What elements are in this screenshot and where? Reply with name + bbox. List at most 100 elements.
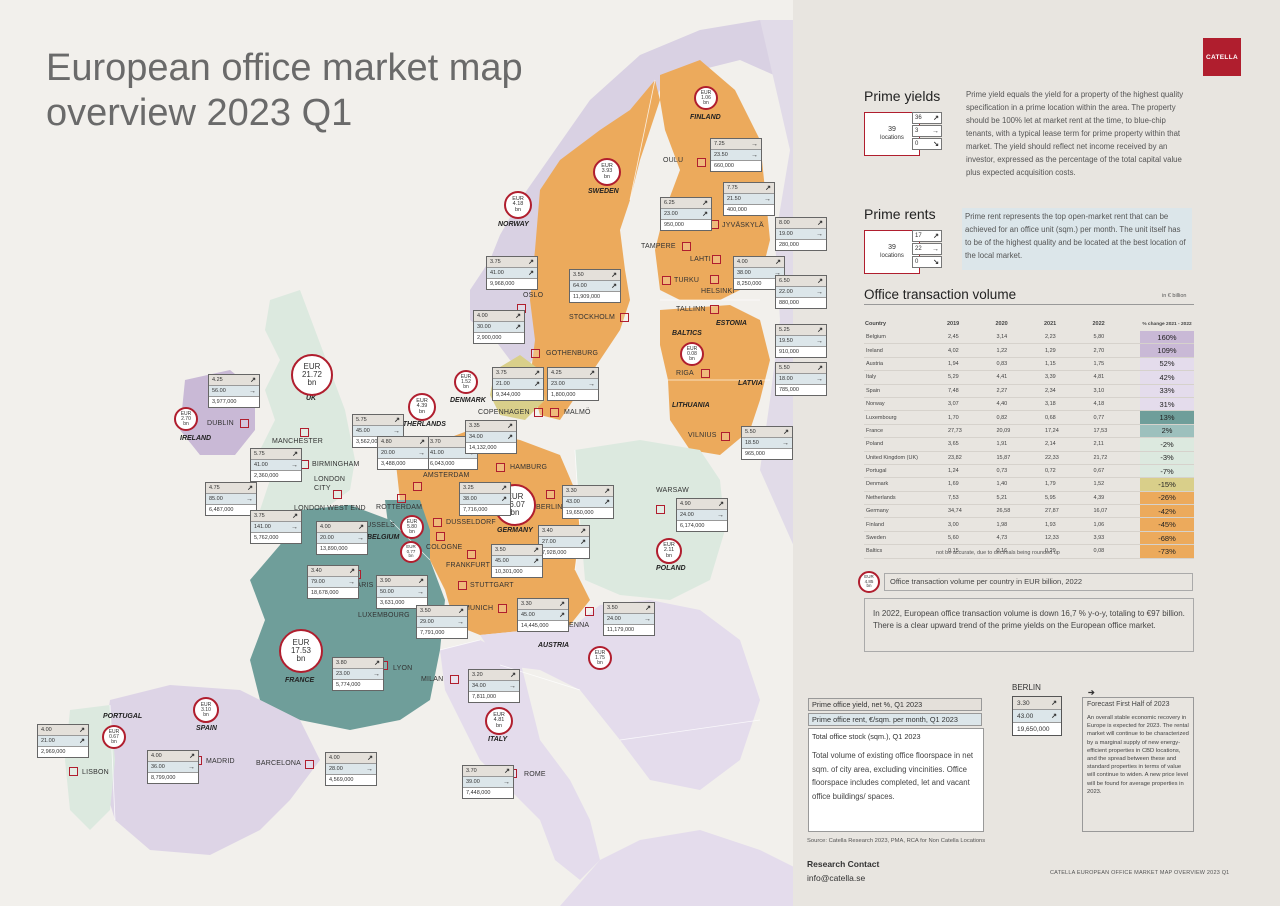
- city-marker-vienna[interactable]: [585, 607, 594, 616]
- city-label-amsterdam: AMSTERDAM: [423, 472, 470, 479]
- city-marker-rotterdam[interactable]: [397, 494, 406, 503]
- city-marker-milan[interactable]: [450, 675, 459, 684]
- city-marker-munich[interactable]: [498, 604, 507, 613]
- city-data-box: 3.50 ↗ 24.00 → 11,179,000: [603, 602, 655, 636]
- europe-map: [65, 20, 800, 906]
- volume-bubble-luxembourg: EUR 0.77 bn: [400, 541, 422, 563]
- city-data-box: 4.00 ↗ 30.00 ↗ 2,900,000: [473, 310, 525, 344]
- city-label-frankfurt: FRANKFURT: [446, 562, 491, 569]
- city-label-helsinki: HELSINKI: [701, 288, 735, 295]
- city-label-berlin: BERLIN: [536, 504, 563, 511]
- otv-row: Finland 3,00 1,98 1,93 1,06 -45%: [864, 517, 1194, 532]
- city-label-turku: TURKU: [674, 277, 700, 284]
- country-label-sweden: SWEDEN: [588, 188, 619, 195]
- city-label-luxembourg: LUXEMBOURG: [358, 612, 410, 619]
- city-data-box: 3.35 ↗ 34.00 ↗ 14,132,000: [465, 420, 517, 454]
- volume-bubble-netherlands: EUR 4.39 bn: [408, 393, 436, 421]
- city-marker-riga[interactable]: [701, 369, 710, 378]
- source-note: Source: Catella Research 2023, PMA, RCA …: [807, 838, 986, 844]
- otv-row: Baltics 0,15 0,16 0,29 0,08 -73%: [864, 544, 1194, 559]
- city-marker-tallinn[interactable]: [710, 305, 719, 314]
- city-marker-barcelona[interactable]: [305, 760, 314, 769]
- city-marker-lisbon[interactable]: [69, 767, 78, 776]
- otv-row: Spain 7,48 2,27 2,34 3,10 33%: [864, 384, 1194, 398]
- country-label-estonia: ESTONIA: [716, 320, 747, 327]
- city-data-box: 4.00 ↗ 20.00 → 13,890,000: [316, 521, 368, 555]
- city-marker-tampere[interactable]: [682, 242, 691, 251]
- country-label-ireland: IRELAND: [180, 435, 212, 442]
- country-label-denmark: DENMARK: [450, 397, 486, 404]
- country-label-germany: GERMANY: [497, 527, 533, 534]
- city-data-box: 3.50 ↗ 29.00 → 7,791,000: [416, 605, 468, 639]
- otv-row: Portugal 1,24 0,73 0,72 0,67 -7%: [864, 464, 1194, 479]
- city-label-stockholm: STOCKHOLM: [569, 314, 616, 321]
- key-example-city: BERLIN: [1012, 683, 1041, 692]
- city-label-tampere: TAMPERE: [641, 243, 676, 250]
- city-data-box: 7.75 ↗ 21.50 → 400,000: [723, 182, 775, 216]
- austria-region: [480, 600, 760, 790]
- city-data-box: 4.25 ↗ 23.00 → 1,800,000: [547, 367, 599, 401]
- city-marker-berlin[interactable]: [546, 490, 555, 499]
- city-marker-london-city[interactable]: [333, 490, 342, 499]
- city-marker-turku[interactable]: [662, 276, 671, 285]
- city-data-box: 4.25 ↗ 56.00 → 3,977,000: [208, 374, 260, 408]
- volume-bubble-poland: EUR 2.11 bn: [656, 538, 682, 564]
- city-data-box: 4.00 ↗ 28.00 → 4,569,000: [325, 752, 377, 786]
- city-data-box: 3.30 ↗ 45.00 ↗ 14,445,000: [517, 598, 569, 632]
- otv-row: Austria 1,94 0,83 1,15 1,75 52%: [864, 357, 1194, 372]
- city-marker-helsinki[interactable]: [710, 275, 719, 284]
- city-marker-dusseldorf[interactable]: [433, 518, 442, 527]
- city-data-box: 3.40 ↗ 27.00 ↗ 7,928,000: [538, 525, 590, 559]
- prime-rents-counts: 17 ↗ 22 → 0 ↘: [912, 230, 942, 269]
- city-data-box: 6.50 ↗ 22.00 → 880,000: [775, 275, 827, 309]
- city-marker-dublin[interactable]: [240, 419, 249, 428]
- germany-region: [395, 430, 590, 635]
- volume-bubble-france: EUR 17.53 bn: [279, 629, 323, 673]
- city-label-oulu: OULU: [663, 157, 684, 164]
- city-marker-cologne[interactable]: [436, 532, 445, 541]
- city-marker-vilnius[interactable]: [721, 432, 730, 441]
- city-data-box: 6.25 ↗ 23.00 ↗ 950,000: [660, 197, 712, 231]
- city-marker-warsaw[interactable]: [656, 505, 665, 514]
- city-marker-manchester[interactable]: [300, 428, 309, 437]
- forecast-arrow-icon: ➔: [1088, 688, 1095, 697]
- city-data-box: 3.80 ↗ 23.00 → 5,774,000: [332, 657, 384, 691]
- city-marker-amsterdam[interactable]: [413, 482, 422, 491]
- volume-bubble-uk: EUR 21.72 bn: [291, 354, 333, 396]
- volume-bubble-finland: EUR 1.06 bn: [694, 86, 718, 110]
- city-data-box: 3.75 ↗ 41.00 ↗ 9,968,000: [486, 256, 538, 290]
- city-marker-copenhagen[interactable]: [534, 408, 543, 417]
- forecast-box: Forecast First Half of 2023 An overall s…: [1082, 697, 1194, 832]
- city-label-lyon: LYON: [393, 665, 413, 672]
- city-label-birmingham: BIRMINGHAM: [312, 461, 360, 468]
- otv-row: Belgium 2,45 3,14 2,23 5,80 160%: [864, 331, 1194, 345]
- key-rent-label: Prime office rent, €/sqm. per month, Q1 …: [808, 713, 982, 726]
- country-label-norway: NORWAY: [498, 221, 529, 228]
- contact-email[interactable]: info@catella.se: [807, 873, 866, 883]
- key-stock-label: Total office stock (sqm.), Q1 2023: [812, 732, 921, 741]
- city-label-tallinn: TALLINN: [676, 306, 706, 313]
- city-label-london-west-end: LONDON WEST END: [294, 505, 366, 512]
- country-label-baltics: BALTICS: [672, 330, 702, 337]
- city-marker-hamburg[interactable]: [496, 463, 505, 472]
- city-marker-frankfurt[interactable]: [467, 550, 476, 559]
- city-data-box: 3.70 ↗ 39.00 → 7,448,000: [462, 765, 514, 799]
- city-label-milan: MILAN: [421, 676, 444, 683]
- city-label-rotterdam: ROTTERDAM: [376, 504, 423, 511]
- city-label-dublin: DUBLIN: [207, 420, 234, 427]
- city-data-box: 4.90 ↗ 24.00 → 6,174,000: [676, 498, 728, 532]
- otv-row: Ireland 4,02 1,22 1,29 2,70 109%: [864, 343, 1194, 358]
- city-label-cologne: COLOGNE: [426, 544, 463, 551]
- city-marker-malmo[interactable]: [550, 408, 559, 417]
- city-data-box: 4.00 ↗ 38.00 → 8,250,000: [733, 256, 785, 290]
- city-marker-stuttgart[interactable]: [458, 581, 467, 590]
- volume-bubble-austria: EUR 1.75 bn: [588, 646, 612, 670]
- city-marker-lahti[interactable]: [712, 255, 721, 264]
- city-label-hamburg: HAMBURG: [510, 464, 548, 471]
- city-marker-oulu[interactable]: [697, 158, 706, 167]
- country-label-belgium: BELGIUM: [367, 534, 400, 541]
- city-marker-gothenburg[interactable]: [531, 349, 540, 358]
- city-label-dusseldorf: DUSSELDORF: [446, 519, 496, 526]
- volume-bubble-sweden: EUR 3.93 bn: [593, 158, 621, 186]
- city-marker-stockholm[interactable]: [620, 313, 629, 322]
